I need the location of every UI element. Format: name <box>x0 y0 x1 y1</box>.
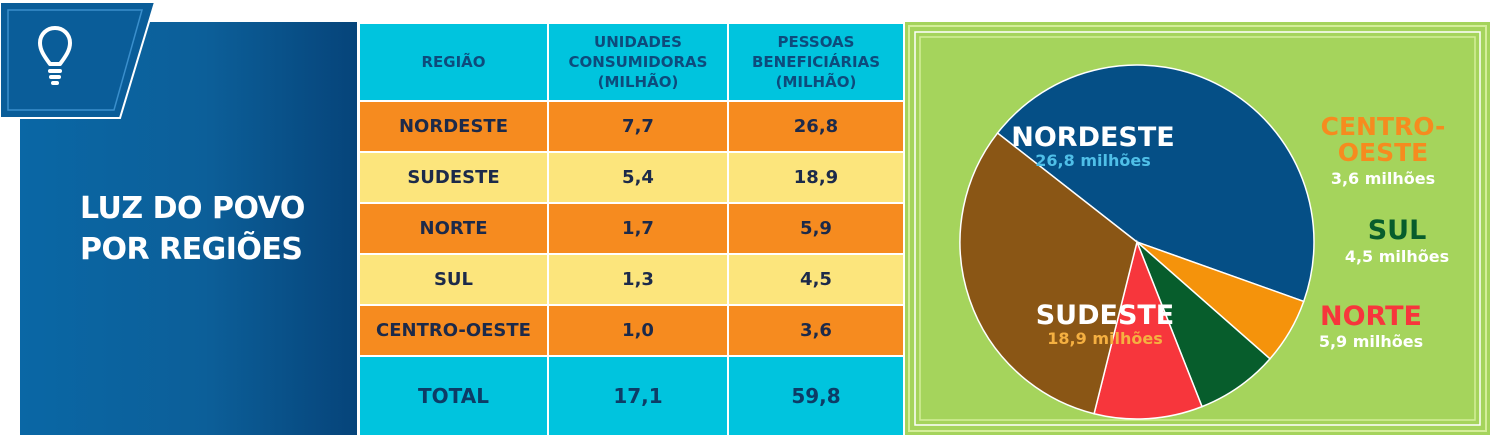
table-row: SUDESTE 5,4 18,9 <box>358 151 905 204</box>
title-line-1: LUZ DO POVO <box>80 191 305 226</box>
total-people: 59,8 <box>727 355 905 437</box>
slice-label-sul: SUL <box>1368 215 1427 246</box>
row-people: 3,6 <box>727 304 905 357</box>
chart-panel: NORDESTE 26,8 milhões CENTRO-OESTE 3,6 milh… <box>905 22 1490 435</box>
panel-title: LUZ DO POVO POR REGIÕES <box>80 188 360 270</box>
row-people: 4,5 <box>727 253 905 306</box>
pie-slice-norte <box>1093 239 1203 420</box>
region-table: REGIÃO UNIDADES CONSUMIDORAS (MILHÃO) PESS… <box>358 22 905 437</box>
row-units: 1,0 <box>547 304 729 357</box>
title-line-2: POR REGIÕES <box>80 232 303 267</box>
row-people: 18,9 <box>727 151 905 204</box>
header-region: REGIÃO <box>358 22 549 102</box>
table-total-row: TOTAL 17,1 59,8 <box>358 355 905 437</box>
slice-value-sudeste: 18,9 milhões <box>1047 329 1162 348</box>
row-region: SUL <box>358 253 549 306</box>
slice-value-sul: 4,5 milhões <box>1345 247 1449 266</box>
icon-tab <box>0 1 157 119</box>
table-row: NORDESTE 7,7 26,8 <box>358 100 905 153</box>
slice-value-centro-oeste: 3,6 milhões <box>1331 169 1435 188</box>
slice-label-nordeste: NORDESTE <box>1011 122 1175 153</box>
slice-label-centro-oeste: CENTRO-OESTE <box>1321 112 1446 167</box>
table-row: SUL 1,3 4,5 <box>358 253 905 306</box>
row-units: 5,4 <box>547 151 729 204</box>
row-units: 1,7 <box>547 202 729 255</box>
table-header-row: REGIÃO UNIDADES CONSUMIDORAS (MILHÃO) PESS… <box>358 22 905 102</box>
row-people: 26,8 <box>727 100 905 153</box>
pie-slice-nordeste <box>996 64 1315 303</box>
row-region: SUDESTE <box>358 151 549 204</box>
header-people: PESSOAS BENEFICIÁRIAS (MILHÃO) <box>727 22 905 102</box>
slice-value-nordeste: 26,8 milhões <box>1035 151 1150 170</box>
row-units: 7,7 <box>547 100 729 153</box>
slice-value-norte: 5,9 milhões <box>1319 332 1423 351</box>
row-region: NORDESTE <box>358 100 549 153</box>
row-units: 1,3 <box>547 253 729 306</box>
lightbulb-icon <box>38 26 72 85</box>
row-region: CENTRO-OESTE <box>358 304 549 357</box>
table-row: CENTRO-OESTE 1,0 3,6 <box>358 304 905 357</box>
total-units: 17,1 <box>547 355 729 437</box>
slice-label-norte: NORTE <box>1320 301 1422 332</box>
row-people: 5,9 <box>727 202 905 255</box>
table-row: NORTE 1,7 5,9 <box>358 202 905 255</box>
pie-slice-sudeste <box>959 131 1138 415</box>
total-label: TOTAL <box>358 355 549 437</box>
row-region: NORTE <box>358 202 549 255</box>
slice-label-sudeste: SUDESTE <box>1036 300 1175 331</box>
header-units: UNIDADES CONSUMIDORAS (MILHÃO) <box>547 22 729 102</box>
